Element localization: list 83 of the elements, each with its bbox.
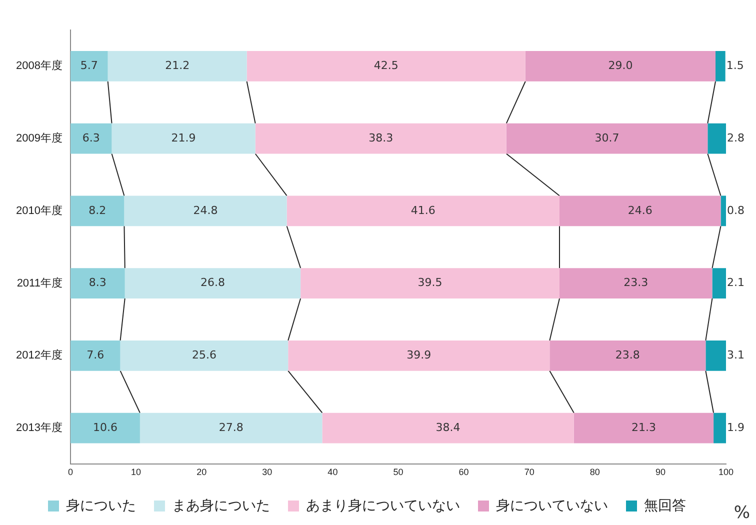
x-tick-label: 80	[590, 467, 600, 478]
x-tick-label: 40	[328, 467, 338, 478]
data-label: 8.2	[88, 204, 106, 217]
legend-label: あまり身についていない	[306, 496, 460, 513]
bar	[70, 196, 124, 226]
x-tick-label: 100	[718, 467, 734, 478]
data-label: 21.9	[171, 131, 196, 144]
bar	[712, 268, 726, 298]
bar	[706, 340, 726, 371]
data-label: 41.6	[410, 204, 436, 217]
bar	[255, 123, 506, 154]
data-label: 38.3	[368, 131, 394, 144]
data-label: 3.1	[727, 348, 744, 362]
data-label: 0.8	[727, 204, 744, 217]
bar	[288, 340, 550, 371]
legend-label: まあ身についた	[172, 496, 270, 513]
bar	[70, 50, 108, 82]
data-label: 27.8	[218, 420, 244, 434]
bar	[140, 412, 322, 444]
y-tick-label: 2013年度	[16, 421, 62, 434]
legend-label: 身についた	[66, 496, 136, 513]
data-label: 2.1	[727, 276, 744, 290]
x-tick-label: 0	[68, 467, 73, 478]
data-label: 7.6	[86, 348, 104, 362]
bar	[525, 50, 716, 82]
x-tick-label: 30	[262, 467, 272, 478]
data-label: 42.5	[374, 59, 398, 72]
y-tick-label: 2009年度	[16, 132, 62, 145]
data-label: 21.3	[631, 420, 656, 434]
bar	[574, 412, 714, 444]
bar	[286, 196, 560, 226]
bar	[108, 50, 247, 82]
bar	[300, 268, 560, 298]
bar	[70, 268, 125, 298]
bar	[70, 123, 112, 154]
data-label: 10.6	[92, 420, 118, 434]
data-label: 1.5	[726, 59, 744, 72]
data-label: 25.6	[192, 348, 216, 362]
bar	[559, 196, 721, 226]
x-tick-label: 10	[131, 467, 142, 478]
bar	[550, 340, 706, 371]
data-label: 6.3	[82, 131, 100, 144]
legend-label: 身についていない	[496, 496, 608, 513]
data-label: 8.3	[88, 276, 106, 290]
data-label: 21.2	[165, 59, 190, 72]
y-tick-label: 2008年度	[16, 59, 62, 72]
bar	[720, 196, 726, 226]
legend-label: 無回答	[644, 496, 686, 513]
data-label: 23.3	[624, 276, 648, 290]
bar	[124, 196, 287, 226]
bar	[112, 123, 256, 154]
data-label: 23.8	[615, 348, 640, 362]
bar	[120, 340, 288, 371]
x-tick-label: 90	[655, 467, 666, 478]
data-label: 2.8	[727, 131, 744, 144]
data-label: 1.9	[727, 420, 744, 434]
y-tick-label: 2011年度	[16, 276, 62, 290]
bar	[246, 50, 526, 82]
bar	[559, 268, 712, 298]
x-tick-label: 60	[458, 467, 469, 478]
data-label: 39.9	[406, 348, 432, 362]
bar	[716, 50, 726, 82]
data-label: 5.7	[80, 59, 98, 72]
data-label: 29.0	[608, 59, 633, 72]
bar	[70, 340, 120, 371]
data-label: 26.8	[200, 276, 225, 290]
bar	[70, 412, 140, 444]
x-tick-label: 50	[393, 467, 404, 478]
x-tick-label: 20	[196, 467, 207, 478]
y-tick-label: 2010年度	[16, 204, 62, 217]
data-label: 24.8	[193, 204, 218, 217]
data-label: 30.7	[594, 131, 620, 144]
data-label: 39.5	[418, 276, 442, 290]
x-axis-title: %	[734, 503, 750, 523]
bar	[506, 123, 708, 154]
bar	[714, 412, 726, 444]
bar	[322, 412, 574, 444]
x-tick-label: 70	[524, 467, 534, 478]
y-tick-label: 2012年度	[16, 348, 62, 362]
bar	[124, 268, 301, 298]
bar	[708, 123, 726, 154]
data-label: 38.4	[436, 420, 460, 434]
data-label: 24.6	[628, 204, 652, 217]
